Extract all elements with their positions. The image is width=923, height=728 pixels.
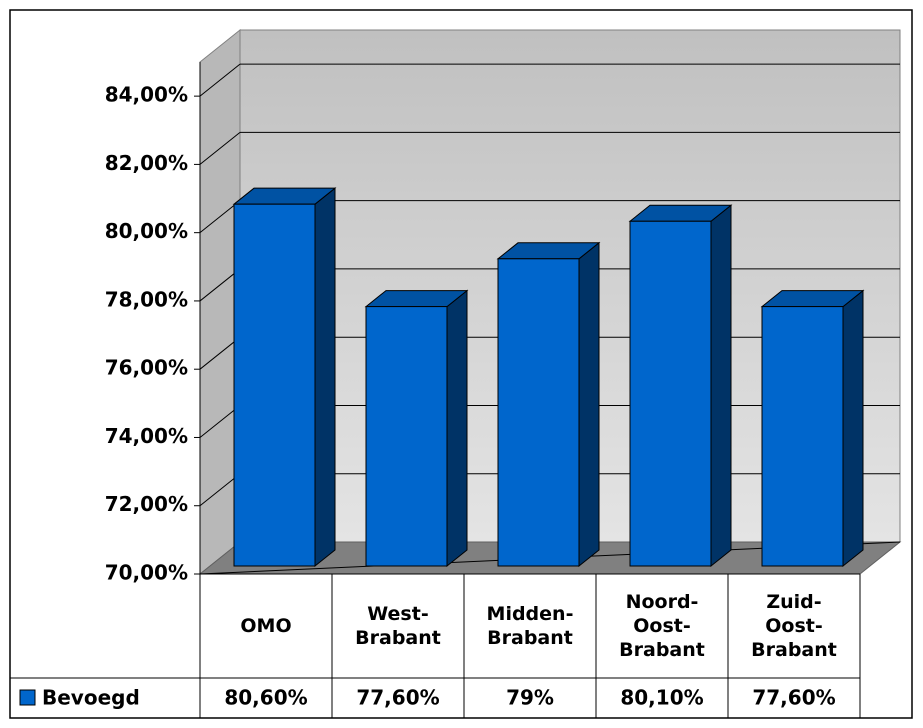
bar: [364, 289, 469, 568]
legend-swatch: [19, 689, 36, 706]
y-tick-label: 84,00%: [105, 83, 188, 107]
bar-side: [446, 289, 468, 568]
y-tick-label: 72,00%: [105, 492, 188, 516]
data-label: 80,60%: [224, 686, 307, 710]
category-label-text: Midden-Brabant: [486, 603, 574, 649]
data-label: 79%: [506, 686, 554, 710]
data-label: 80,10%: [620, 686, 703, 710]
bar-side: [842, 289, 864, 568]
grid-line: [199, 405, 241, 438]
bar-front: [233, 203, 316, 567]
category-label-text: Zuid-Oost-Brabant: [751, 591, 837, 661]
bar: [496, 241, 601, 568]
y-tick-label: 70,00%: [105, 561, 188, 585]
grid-line: [199, 473, 241, 507]
bar-side: [710, 204, 732, 568]
y-tick-label: 78,00%: [105, 287, 188, 311]
category-label: Midden-Brabant: [464, 574, 596, 678]
grid-line: [199, 200, 241, 234]
y-tick-label: 74,00%: [105, 424, 188, 448]
bar: [760, 289, 865, 568]
grid-line: [199, 132, 241, 165]
bar-front: [365, 306, 448, 567]
bar-side: [578, 241, 600, 568]
grid-line: [199, 268, 241, 302]
bar-front: [497, 258, 580, 567]
y-tick-label: 80,00%: [105, 219, 188, 243]
y-tick-label: 82,00%: [105, 151, 188, 175]
grid-line: [199, 336, 241, 370]
data-label: 77,60%: [356, 686, 439, 710]
category-label: Zuid-Oost-Brabant: [728, 574, 860, 678]
bar-front: [761, 306, 844, 567]
category-label: Noord-Oost-Brabant: [596, 574, 728, 678]
legend-label: Bevoegd: [42, 686, 140, 710]
category-label: West-Brabant: [332, 574, 464, 678]
category-label-text: West-Brabant: [355, 603, 441, 649]
bar: [628, 204, 733, 568]
bar-front: [629, 220, 712, 567]
data-label: 77,60%: [752, 686, 835, 710]
y-tick-label: 76,00%: [105, 356, 188, 380]
category-label-text: Noord-Oost-Brabant: [619, 591, 705, 661]
bar: [232, 187, 337, 568]
category-label-text: OMO: [240, 615, 292, 637]
bar-side: [314, 187, 336, 568]
grid-line: [199, 63, 241, 97]
category-label: OMO: [200, 574, 332, 678]
